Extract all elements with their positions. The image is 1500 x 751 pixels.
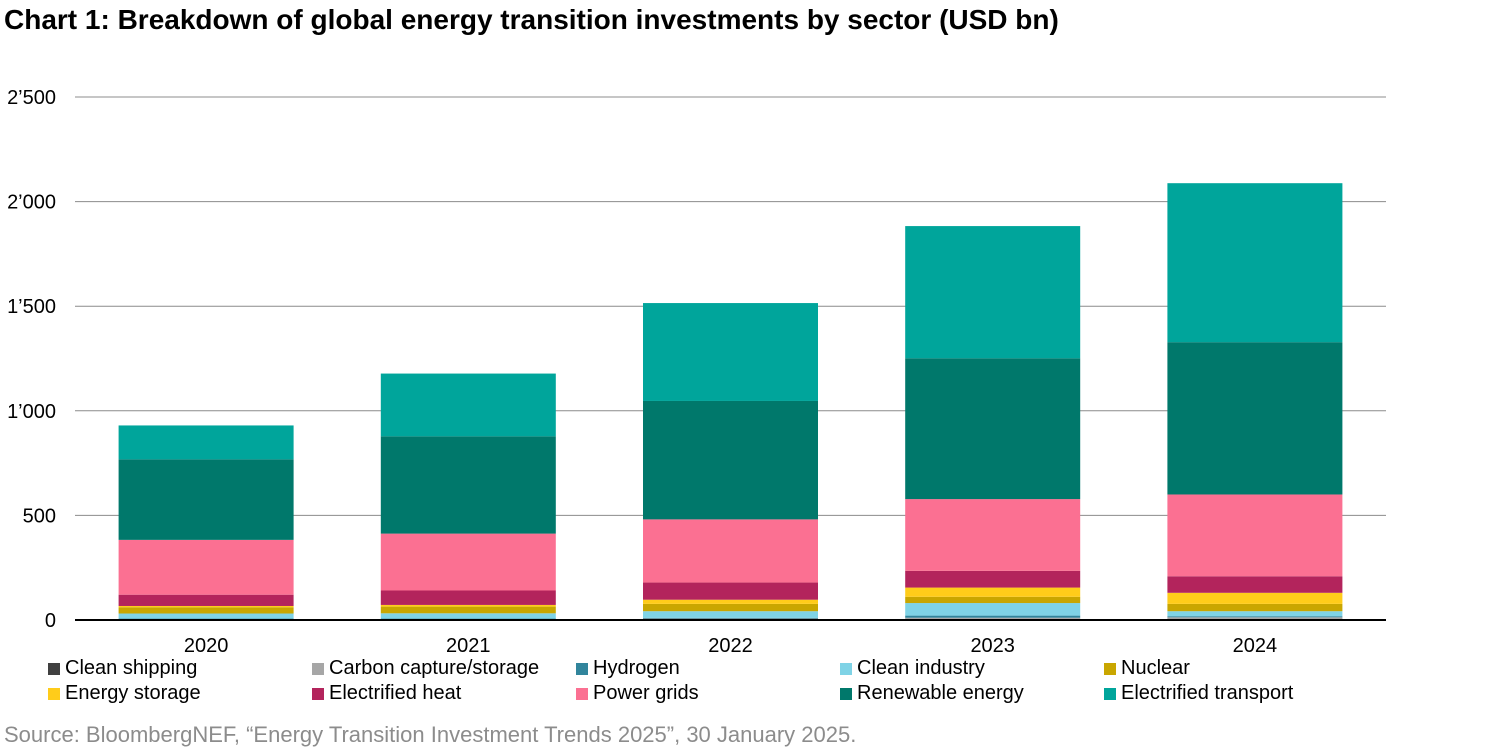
y-tick-label: 0 — [45, 610, 56, 632]
bar-segment — [380, 590, 556, 605]
bar-segment — [380, 604, 556, 607]
bar-segment — [905, 615, 1081, 618]
bar-segment — [1167, 183, 1343, 343]
bars — [118, 183, 1343, 620]
bar-segment — [1167, 494, 1343, 577]
bar-segment — [643, 582, 818, 600]
x-tick-label: 2020 — [184, 635, 229, 657]
bar-segment — [643, 599, 818, 604]
bar-segment — [1167, 617, 1343, 619]
legend-label: Clean shipping — [65, 657, 198, 679]
legend-item: Clean shipping — [48, 656, 312, 681]
legend-label: Power grids — [593, 682, 699, 704]
bar-segment — [118, 459, 294, 540]
legend-item: Nuclear — [1104, 656, 1368, 681]
bar-segment — [118, 425, 294, 460]
legend-row: Clean shipping Carbon capture/storage Hy… — [48, 656, 1428, 681]
bar-segment — [118, 539, 294, 595]
bar-segment — [1167, 576, 1343, 593]
legend-item: Energy storage — [48, 681, 312, 706]
legend-label: Nuclear — [1121, 657, 1190, 679]
legend-item: Hydrogen — [576, 656, 840, 681]
legend-label: Electrified heat — [329, 682, 462, 704]
bar-segment — [643, 611, 818, 618]
bar-segment — [118, 613, 294, 619]
bar-segment — [643, 519, 818, 583]
y-tick-label: 1’000 — [7, 401, 56, 423]
bar-segment — [643, 400, 818, 520]
y-tick-label: 2’500 — [7, 87, 56, 109]
legend-item: Power grids — [576, 681, 840, 706]
x-tick-label: 2021 — [446, 635, 491, 657]
legend-label: Clean industry — [857, 657, 985, 679]
legend-label: Hydrogen — [593, 657, 680, 679]
bar-segment — [380, 533, 556, 591]
legend: Clean shipping Carbon capture/storage Hy… — [48, 656, 1428, 706]
legend-swatch — [312, 662, 324, 675]
legend-swatch — [312, 687, 324, 700]
legend-item: Carbon capture/storage — [312, 656, 576, 681]
bar-segment — [905, 499, 1081, 571]
y-tick-label: 500 — [23, 505, 56, 527]
legend-swatch — [840, 687, 852, 700]
x-tick-label: 2022 — [708, 635, 753, 657]
bar-segment — [380, 373, 556, 437]
bar-segment — [118, 594, 294, 606]
y-axis-ticks: 0 500 1’000 1’500 2’000 2’500 — [7, 87, 56, 632]
y-tick-label: 2’000 — [7, 192, 56, 214]
bar-segment — [1167, 616, 1343, 618]
legend-swatch — [840, 662, 852, 675]
legend-item: Electrified heat — [312, 681, 576, 706]
bar-segment — [905, 596, 1081, 604]
chart-title: Chart 1: Breakdown of global energy tran… — [4, 4, 1059, 35]
legend-swatch — [48, 687, 60, 700]
legend-swatch — [48, 662, 60, 675]
bar-segment — [643, 617, 818, 619]
x-axis-ticks: 2020 2021 2022 2023 2024 — [184, 635, 1277, 657]
legend-swatch — [1104, 662, 1116, 675]
bar-segment — [118, 605, 294, 608]
bar-segment — [905, 617, 1081, 619]
bar-segment — [643, 303, 818, 401]
x-tick-label: 2024 — [1233, 635, 1278, 657]
x-tick-label: 2023 — [970, 635, 1015, 657]
bar-segment — [380, 436, 556, 534]
y-tick-label: 1’500 — [7, 296, 56, 318]
bar-segment — [905, 358, 1081, 500]
legend-swatch — [1104, 687, 1116, 700]
legend-label: Electrified transport — [1121, 682, 1294, 704]
bar-segment — [1167, 603, 1343, 612]
bar-segment — [905, 603, 1081, 616]
legend-item: Renewable energy — [840, 681, 1104, 706]
legend-label: Carbon capture/storage — [329, 657, 540, 679]
legend-label: Energy storage — [65, 682, 201, 704]
legend-swatch — [576, 687, 588, 700]
legend-row: Energy storage Electrified heat Power gr… — [48, 681, 1428, 706]
bar-segment — [118, 607, 294, 614]
bar-segment — [380, 606, 556, 614]
bar-segment — [643, 603, 818, 612]
bar-segment — [905, 587, 1081, 597]
bar-segment — [905, 226, 1081, 359]
bar-segment — [1167, 611, 1343, 617]
legend-label: Renewable energy — [857, 682, 1024, 704]
bar-segment — [1167, 342, 1343, 495]
bar-segment — [643, 618, 818, 620]
bar-segment — [905, 570, 1081, 588]
source-note: Source: BloombergNEF, “Energy Transition… — [4, 722, 857, 747]
legend-item: Clean industry — [840, 656, 1104, 681]
bar-segment — [380, 613, 556, 619]
bar-segment — [1167, 592, 1343, 604]
legend-item: Electrified transport — [1104, 681, 1368, 706]
legend-swatch — [576, 662, 588, 675]
